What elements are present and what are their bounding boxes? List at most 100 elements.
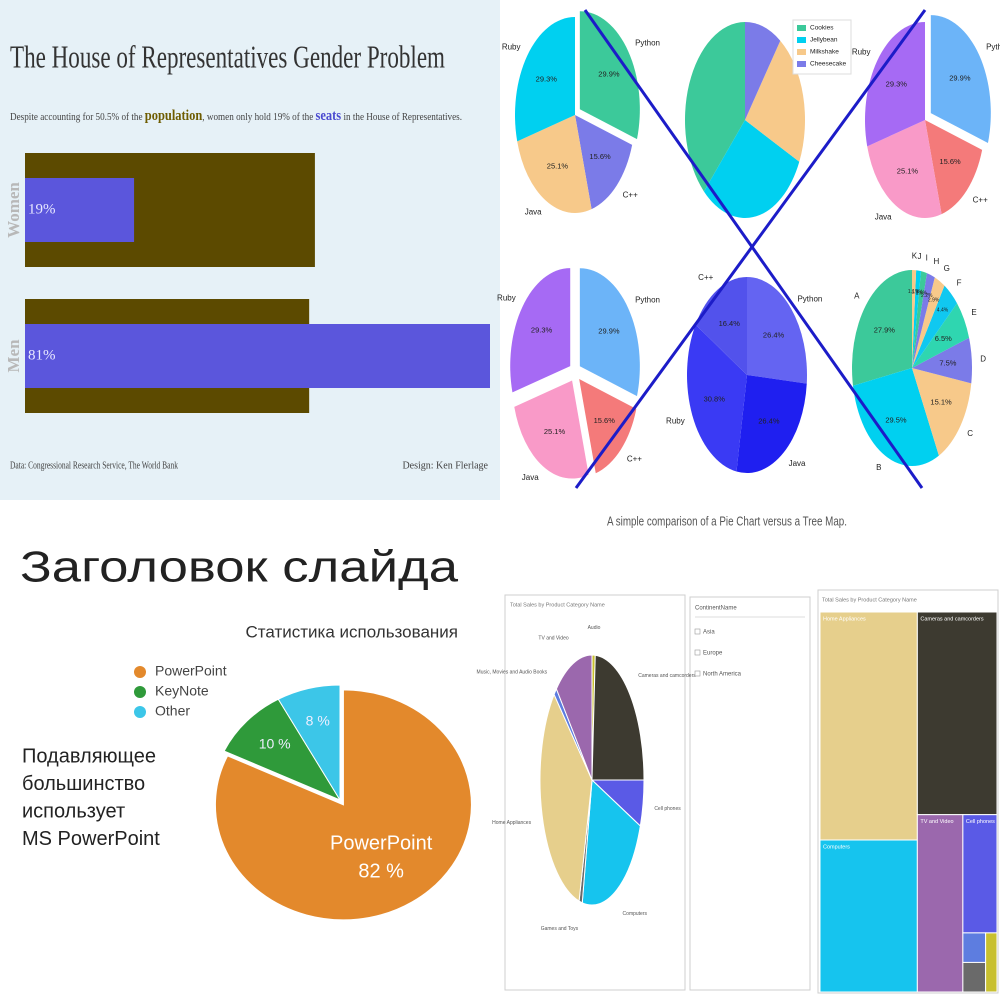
source-note: Data: Congressional Research Service, Th… xyxy=(10,460,178,471)
category-label: Computers xyxy=(623,911,648,917)
value-label: 4.4% xyxy=(937,307,949,313)
slide-panel: Заголовок слайда Статистика использования… xyxy=(20,543,472,921)
value-label: 15.6% xyxy=(594,416,616,425)
pie-slice xyxy=(575,115,633,210)
value-label: 15.6% xyxy=(589,152,611,161)
category-label: Ruby xyxy=(666,416,685,425)
annotation-line: Подавляющее xyxy=(22,745,156,767)
pie-slice xyxy=(912,285,958,368)
treemap-tile xyxy=(819,611,918,841)
subtitle-part: in the House of Representatives. xyxy=(341,111,462,123)
pie-slice xyxy=(579,11,640,140)
pie-slice xyxy=(852,368,939,466)
legend-label: Cheesecake xyxy=(810,61,847,68)
pie-slice xyxy=(747,277,807,384)
category-label: Python xyxy=(635,295,660,304)
legend-swatch xyxy=(797,25,806,31)
pie-slice xyxy=(912,368,972,456)
pie-slice xyxy=(912,337,973,384)
tile-label: TV and Video xyxy=(920,819,953,825)
chart-subtitle: Статистика использования xyxy=(245,622,458,641)
pie-slice xyxy=(517,115,592,214)
credit-note: Design: Ken Flerlage xyxy=(402,460,488,471)
chart-title: The House of Representatives Gender Prob… xyxy=(10,38,445,74)
pie-slice xyxy=(687,324,747,472)
legend-marker xyxy=(134,686,146,698)
category-label: Java xyxy=(875,213,892,222)
legend-label: Cookies xyxy=(810,25,834,32)
pies-panel: Python 29.9% C++ 15.6% Java 25.1% Ruby 29.3% Coo… xyxy=(497,9,1000,528)
bar-panel: The House of Representatives Gender Prob… xyxy=(0,0,500,500)
category-label: Music, Movies and Audio Books xyxy=(477,669,548,675)
value-label: 29.3% xyxy=(886,79,908,88)
pie-slice xyxy=(912,303,970,368)
tile-label: Home Appliances xyxy=(823,616,866,622)
pie-slice xyxy=(685,22,745,192)
category-label: Home Appliances xyxy=(492,820,531,826)
slicer-item: North America xyxy=(703,672,742,678)
legend-swatch xyxy=(797,61,806,67)
value-label: 10 % xyxy=(259,736,291,752)
category-label: Python xyxy=(797,295,822,304)
pie-slice xyxy=(539,693,593,902)
subtitle-part: , women only hold 19% of the xyxy=(202,111,315,123)
slicer-item: Europe xyxy=(703,651,723,657)
value-label: 26.4% xyxy=(763,330,785,339)
pie-slice xyxy=(912,270,922,368)
pie-slice xyxy=(591,654,645,781)
category-label: Python xyxy=(986,42,1000,51)
value-label: 25.1% xyxy=(897,166,919,175)
pie-slice xyxy=(514,380,589,479)
annotation-line: MS PowerPoint xyxy=(22,828,160,850)
value-label: 27.9% xyxy=(874,325,896,334)
category-label: K xyxy=(912,251,918,260)
legend-swatch xyxy=(797,49,806,55)
category-label: E xyxy=(971,308,976,317)
pie-slice xyxy=(581,778,641,906)
value-label: 30.8% xyxy=(704,394,726,403)
value-label: 29.3% xyxy=(531,326,553,335)
value-label: 16.4% xyxy=(719,319,741,328)
visual-title: Total Sales by Product Category Name xyxy=(510,602,605,608)
slicer-checkbox[interactable] xyxy=(694,670,701,677)
value-label: 15.6% xyxy=(939,157,961,166)
tile-label: Cameras and camcorders xyxy=(920,616,984,622)
category-label: Men xyxy=(4,339,23,373)
value-label: 15.1% xyxy=(930,398,952,407)
pie-slice xyxy=(864,22,925,147)
value-label: 29.9% xyxy=(598,70,620,79)
treemap-tile xyxy=(962,932,987,963)
pie-slice xyxy=(745,22,781,120)
category-label: G xyxy=(944,264,950,273)
category-label: Games and Toys xyxy=(541,926,579,932)
legend-marker xyxy=(134,666,146,678)
cross-line xyxy=(574,9,927,489)
category-label: Java xyxy=(522,473,539,482)
cross-line xyxy=(583,9,924,489)
category-label: J xyxy=(918,252,922,261)
value-label: 29.3% xyxy=(536,74,558,83)
category-label: Audio xyxy=(588,625,601,631)
value-label: 81% xyxy=(28,347,56,363)
pie-slice xyxy=(912,271,927,368)
value-label: 7.5% xyxy=(939,358,956,367)
category-label: Java xyxy=(789,459,806,468)
category-label: C++ xyxy=(623,190,638,199)
value-label: 82 % xyxy=(358,861,404,883)
pie-slice xyxy=(912,273,935,368)
legend-marker xyxy=(134,706,146,718)
legend-label: Other xyxy=(155,703,190,719)
legend-label: KeyNote xyxy=(155,683,209,699)
tile-label: Computers xyxy=(823,844,850,850)
annotation-line: большинство xyxy=(22,773,145,795)
pie-slice xyxy=(925,120,983,215)
slicer-checkbox[interactable] xyxy=(694,628,701,635)
category-label: H xyxy=(934,257,940,266)
category-label: TV and Video xyxy=(538,636,568,642)
category-label: Python xyxy=(635,38,660,47)
slicer-checkbox[interactable] xyxy=(694,649,701,656)
category-label: D xyxy=(980,354,986,363)
category-label: Ruby xyxy=(852,48,871,57)
